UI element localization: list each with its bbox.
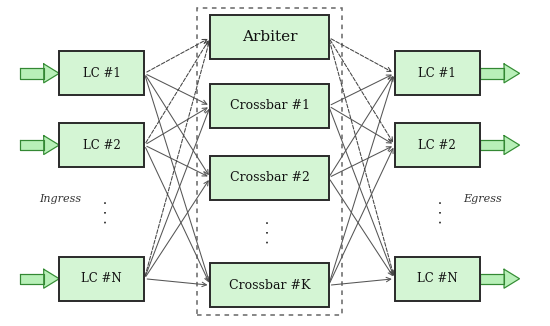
FancyBboxPatch shape [210,263,329,307]
FancyBboxPatch shape [20,68,44,79]
Text: Arbiter: Arbiter [242,31,297,44]
Polygon shape [44,136,59,155]
Text: · · ·: · · · [435,200,450,224]
Polygon shape [504,64,519,83]
FancyBboxPatch shape [20,140,44,150]
Text: Crossbar #1: Crossbar #1 [229,99,310,112]
FancyBboxPatch shape [395,123,480,167]
FancyBboxPatch shape [20,274,44,284]
Text: Egress: Egress [463,194,502,204]
Text: Crossbar #2: Crossbar #2 [229,171,310,184]
Text: LC #N: LC #N [417,272,458,285]
FancyBboxPatch shape [210,156,329,200]
FancyBboxPatch shape [395,257,480,301]
Text: LC #N: LC #N [81,272,122,285]
FancyBboxPatch shape [480,140,504,150]
Polygon shape [44,269,59,288]
FancyBboxPatch shape [480,68,504,79]
FancyBboxPatch shape [59,51,144,95]
Text: LC #2: LC #2 [419,139,456,152]
Text: Crossbar #K: Crossbar #K [229,279,310,292]
FancyBboxPatch shape [210,84,329,128]
FancyBboxPatch shape [395,51,480,95]
Polygon shape [504,136,519,155]
FancyBboxPatch shape [210,15,329,59]
FancyBboxPatch shape [59,123,144,167]
Text: · · ·: · · · [100,200,115,224]
FancyBboxPatch shape [59,257,144,301]
Polygon shape [504,269,519,288]
Text: LC #1: LC #1 [83,67,120,80]
Text: · · ·: · · · [262,219,277,244]
Text: LC #2: LC #2 [83,139,120,152]
FancyBboxPatch shape [480,274,504,284]
Polygon shape [44,64,59,83]
Text: Ingress: Ingress [40,194,81,204]
Text: LC #1: LC #1 [419,67,456,80]
Bar [197,8,342,315]
